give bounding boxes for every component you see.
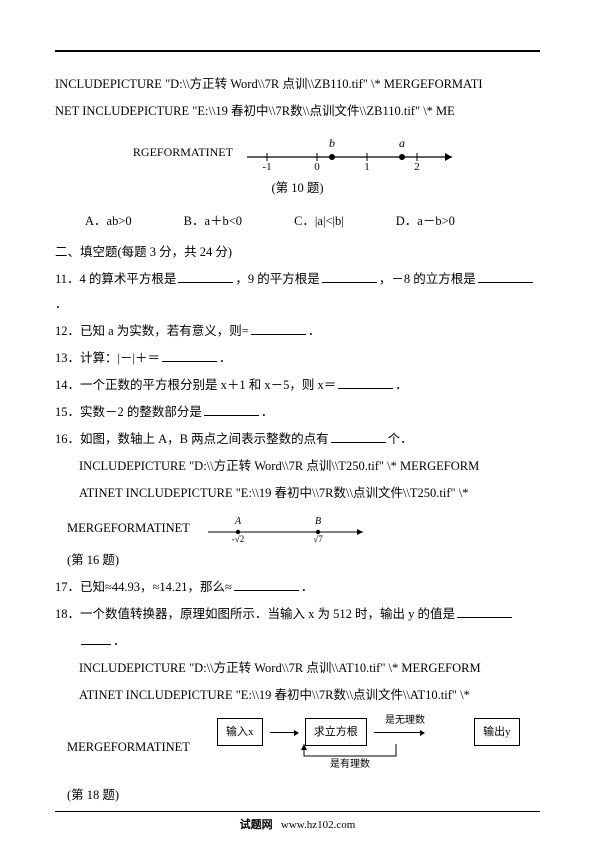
svg-text:1: 1 — [364, 161, 370, 172]
svg-text:A: A — [234, 516, 242, 527]
q16-inc1: INCLUDEPICTURE "D:\\方正转 Word\\7R 点训\\T25… — [55, 454, 540, 479]
arrow-icon — [270, 732, 298, 733]
svg-text:2: 2 — [414, 161, 420, 172]
q14-end: ． — [395, 378, 408, 392]
q12-end: ． — [308, 324, 321, 338]
q16-pre: 16．如图，数轴上 A，B 两点之间表示整数的点有 — [55, 432, 329, 446]
q15: 15．实数－2 的整数部分是 ． — [55, 400, 540, 425]
q17-end: ． — [301, 580, 314, 594]
q10-caption: (第 10 题) — [55, 176, 540, 201]
q11-pre: 11．4 的算术平方根是 — [55, 272, 176, 286]
q12-pre: 12．已知 a 为实数，若有意义，则= — [55, 324, 249, 338]
svg-text:B: B — [315, 516, 321, 527]
q16-numberline: A B -√2 √7 — [203, 514, 373, 544]
q16-diagram-row: MERGEFORMATINET A B -√2 √7 — [55, 514, 540, 544]
q15-pre: 15．实数－2 的整数部分是 — [55, 405, 202, 419]
q17: 17．已知≈44.93，≈14.21，那么≈ ． — [55, 575, 540, 600]
include-text-1: INCLUDEPICTURE "D:\\方正转 Word\\7R 点训\\ZB1… — [55, 72, 540, 97]
page-footer: 试题网 www.hz102.com — [0, 816, 595, 832]
q18-line1: 18．一个数值转换器，原理如图所示．当输入 x 为 512 时，输出 y 的值是 — [55, 602, 540, 627]
svg-text:-√2: -√2 — [232, 534, 244, 544]
q18-diagram-row: MERGEFORMATINET 输入x 求立方根 是无理数 输出y 是有理数 — [55, 718, 540, 777]
top-rule — [55, 50, 540, 52]
flow-feedback-arrow: 是有理数 — [268, 742, 468, 768]
q11: 11．4 的算术平方根是 ，9 的平方根是 ，－8 的立方根是 ． — [55, 267, 540, 317]
number-line-figure: RGEFORMATINET -1 0 1 2 b a — [55, 132, 540, 172]
opt-d: D．a－b>0 — [396, 209, 455, 234]
section-2-heading: 二、填空题(每题 3 分，共 24 分) — [55, 240, 540, 265]
q18-text1: 18．一个数值转换器，原理如图所示．当输入 x 为 512 时，输出 y 的值是 — [55, 607, 455, 621]
bottom-rule — [55, 811, 540, 812]
q10-options: A．ab>0 B．a＋b<0 C．|a|<|b| D．a－b>0 — [55, 209, 540, 234]
q18-line2: ． — [55, 629, 540, 654]
svg-text:a: a — [399, 136, 405, 150]
q12: 12．已知 a 为实数，若有意义，则= ． — [55, 319, 540, 344]
q15-end: ． — [261, 405, 274, 419]
svg-text:0: 0 — [314, 161, 320, 172]
q13: 13．计算：|－|＋＝ ． — [55, 346, 540, 371]
q14-pre: 14．一个正数的平方根分别是 x＋1 和 x－5，则 x＝ — [55, 378, 336, 392]
q18-merge-label: MERGEFORMATINET — [67, 740, 190, 754]
svg-text:是有理数: 是有理数 — [330, 757, 370, 768]
footer-label: 试题网 — [240, 819, 273, 831]
q14: 14．一个正数的平方根分别是 x＋1 和 x－5，则 x＝ ． — [55, 373, 540, 398]
flow-irr-label: 是无理数 — [385, 715, 425, 726]
include-text-2: NET INCLUDEPICTURE "E:\\19 春初中\\7R数\\点训文… — [55, 99, 540, 124]
arrow-icon — [374, 732, 424, 733]
svg-text:b: b — [329, 136, 335, 150]
q16-end: 个． — [388, 432, 413, 446]
q17-pre: 17．已知≈44.93，≈14.21，那么≈ — [55, 580, 232, 594]
q11-mid: ，9 的平方根是 — [235, 272, 319, 286]
q16-merge-label: MERGEFORMATINET — [67, 521, 190, 535]
opt-b: B．a＋b<0 — [184, 209, 242, 234]
opt-a: A．ab>0 — [85, 209, 132, 234]
svg-text:-1: -1 — [262, 161, 271, 172]
q16-line1: 16．如图，数轴上 A，B 两点之间表示整数的点有 个． — [55, 427, 540, 452]
opt-c: C．|a|<|b| — [294, 209, 344, 234]
q13-end: ． — [219, 351, 232, 365]
figure-label: RGEFORMATINET — [133, 140, 233, 164]
q18-caption: (第 18 题) — [55, 783, 540, 808]
q18-inc2: ATINET INCLUDEPICTURE "E:\\19 春初中\\7R数\\… — [55, 683, 540, 708]
q11-mid2: ，－8 的立方根是 — [379, 272, 476, 286]
q18-inc1: INCLUDEPICTURE "D:\\方正转 Word\\7R 点训\\AT1… — [55, 656, 540, 681]
svg-text:√7: √7 — [313, 534, 323, 544]
q13-pre: 13．计算：|－|＋＝ — [55, 351, 160, 365]
q16-caption: (第 16 题) — [55, 548, 540, 573]
q11-end: ． — [55, 297, 68, 311]
flow-input-box: 输入x — [217, 718, 263, 746]
flow-output-box: 输出y — [474, 718, 520, 746]
q16-inc2: ATINET INCLUDEPICTURE "E:\\19 春初中\\7R数\\… — [55, 481, 540, 506]
footer-url: www.hz102.com — [281, 819, 355, 831]
q18-text2: ． — [113, 634, 126, 648]
